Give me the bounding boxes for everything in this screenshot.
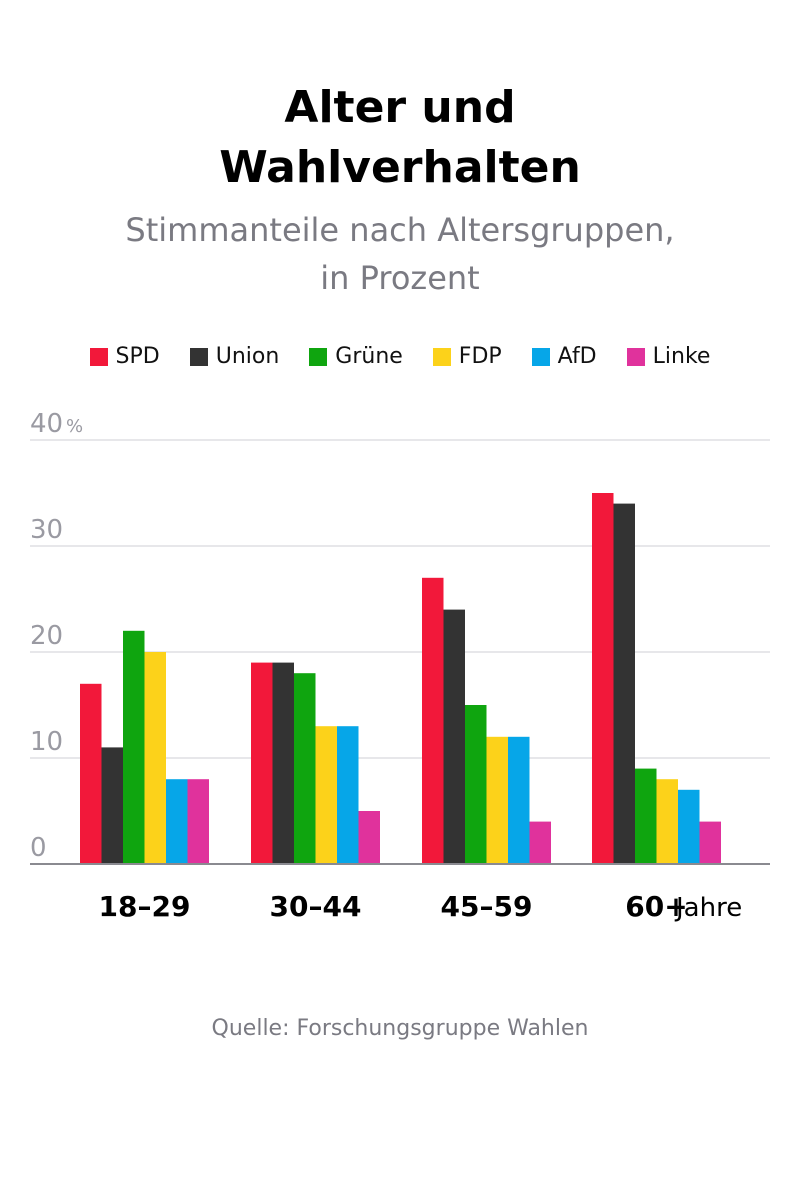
source-note: Quelle: Forschungsgruppe Wahlen bbox=[211, 1016, 589, 1041]
legend-label-gruene: Grüne bbox=[335, 344, 403, 369]
bar-fdp-3 bbox=[656, 779, 678, 864]
legend-swatch-gruene bbox=[309, 347, 328, 366]
bar-spd-2 bbox=[422, 577, 444, 864]
legend-item-linke: Linke bbox=[626, 344, 711, 369]
x-tick-label-0: 18–29 bbox=[99, 890, 191, 923]
bar-spd-3 bbox=[592, 493, 614, 864]
y-tick-label-40: 40 bbox=[30, 409, 63, 439]
chart-subtitle-line-1: Stimmanteile nach Altersgruppen, bbox=[125, 211, 675, 249]
y-tick-label-30: 30 bbox=[30, 515, 63, 545]
bar-afd-2 bbox=[508, 736, 530, 864]
legend-item-spd: SPD bbox=[89, 344, 160, 369]
chart-title-line-2: Wahlverhalten bbox=[219, 142, 581, 193]
legend-swatch-fdp bbox=[432, 347, 451, 366]
bar-fdp-2 bbox=[486, 736, 508, 864]
y-tick-label-10: 10 bbox=[30, 727, 63, 757]
legend-item-gruene: Grüne bbox=[309, 344, 403, 369]
legend-item-union: Union bbox=[189, 344, 280, 369]
bar-union-2 bbox=[443, 609, 465, 864]
bar-linke-0 bbox=[187, 779, 209, 864]
chart-title: Alter und Wahlverhalten bbox=[0, 78, 800, 198]
legend-label-union: Union bbox=[215, 344, 280, 369]
chart-subtitle: Stimmanteile nach Altersgruppen, in Proz… bbox=[0, 206, 800, 302]
bar-spd-0 bbox=[80, 683, 102, 864]
x-tick-label-2: 45–59 bbox=[441, 890, 533, 923]
bar-gruene-3 bbox=[635, 768, 657, 864]
bar-afd-1 bbox=[337, 726, 359, 864]
bar-fdp-0 bbox=[144, 652, 166, 864]
x-tick-label-3: 60+ bbox=[625, 890, 687, 923]
bar-linke-2 bbox=[529, 821, 551, 864]
bar-afd-0 bbox=[166, 779, 188, 864]
bar-gruene-0 bbox=[123, 630, 145, 864]
y-unit-label: % bbox=[66, 416, 83, 437]
bar-linke-1 bbox=[358, 811, 380, 864]
legend-label-spd: SPD bbox=[115, 344, 160, 369]
x-tick-label-1: 30–44 bbox=[270, 890, 362, 923]
bar-gruene-1 bbox=[294, 673, 316, 864]
legend-swatch-linke bbox=[626, 347, 645, 366]
legend-swatch-afd bbox=[531, 347, 550, 366]
legend-item-fdp: FDP bbox=[432, 344, 502, 369]
bar-union-3 bbox=[613, 503, 635, 864]
legend-label-fdp: FDP bbox=[458, 344, 502, 369]
bar-spd-1 bbox=[251, 662, 273, 864]
bar-linke-3 bbox=[699, 821, 721, 864]
y-tick-label-0: 0 bbox=[30, 833, 47, 863]
chart-legend: SPD Union Grüne FDP AfD Linke bbox=[0, 344, 800, 369]
legend-swatch-spd bbox=[89, 347, 108, 366]
legend-label-linke: Linke bbox=[652, 344, 711, 369]
bar-chart: 0 10 20 30 40 % 18–29 30–44 45–59 60+Jahre bbox=[30, 409, 770, 923]
x-unit-label: Jahre bbox=[674, 893, 742, 923]
bar-union-1 bbox=[272, 662, 294, 864]
legend-label-afd: AfD bbox=[557, 344, 597, 369]
chart-subtitle-line-2: in Prozent bbox=[320, 259, 480, 297]
bar-union-0 bbox=[101, 747, 123, 864]
bar-gruene-2 bbox=[465, 705, 487, 864]
y-tick-label-20: 20 bbox=[30, 621, 63, 651]
chart-title-line-1: Alter und bbox=[284, 82, 516, 133]
bar-afd-3 bbox=[678, 789, 700, 864]
bar-fdp-1 bbox=[315, 726, 337, 864]
legend-swatch-union bbox=[189, 347, 208, 366]
legend-item-afd: AfD bbox=[531, 344, 597, 369]
